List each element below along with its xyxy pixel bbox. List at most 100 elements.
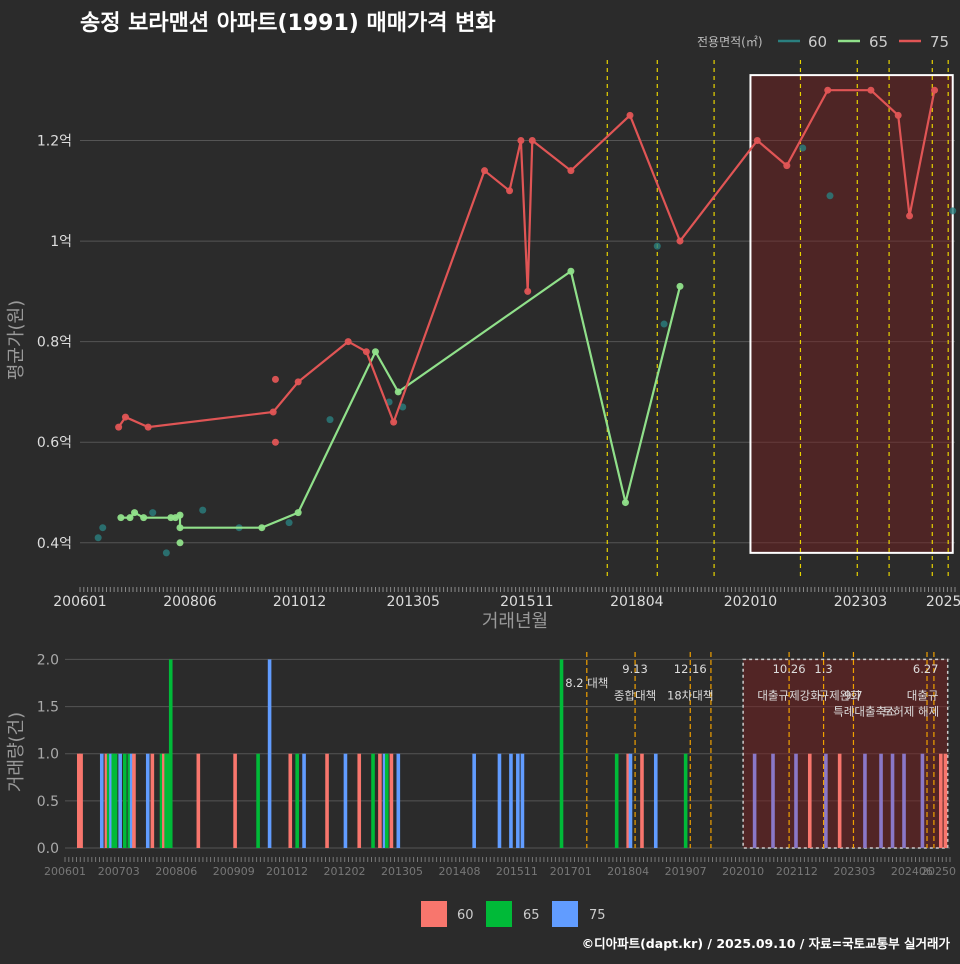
volume-bar-75 (653, 753, 658, 848)
volume-bar-65 (168, 659, 173, 848)
volume-bar-60 (196, 753, 201, 848)
volume-bar-75 (516, 753, 520, 848)
price-point-65 (176, 524, 184, 532)
price-point-65 (126, 514, 134, 522)
price-point-75 (362, 348, 370, 356)
price-highlight-box (749, 74, 954, 554)
price-y-tick-label: 0.4억 (37, 536, 72, 552)
volume-bar-65 (111, 753, 116, 848)
price-x-tick-label: 200806 (163, 594, 217, 610)
volume-bar-75 (118, 753, 122, 848)
volume-bar-65 (385, 753, 389, 848)
volume-y-tick-label: 1.5 (37, 700, 59, 716)
price-point-75 (517, 136, 525, 144)
volume-bar-60 (132, 753, 136, 848)
price-point-65 (394, 388, 402, 396)
volume-bar-75 (267, 659, 272, 848)
price-x-tick-label: 201305 (386, 594, 439, 610)
volume-bar-65 (164, 753, 168, 848)
price-x-tick-label: 202303 (834, 594, 887, 610)
volume-x-tick-label: 201012 (266, 865, 308, 878)
volume-bar-75 (794, 753, 798, 848)
volume-bar-60 (79, 753, 83, 848)
volume-bar-75 (396, 753, 401, 848)
volume-bar-60 (233, 753, 237, 848)
top-legend: 전용면적(㎡) 60 65 75 (697, 33, 949, 51)
volume-policy-annotation: 9.13 (622, 662, 648, 676)
price-point-75 (121, 413, 129, 421)
legend-title: 전용면적(㎡) (697, 35, 763, 49)
volume-bar-65 (106, 753, 111, 848)
price-point-65 (176, 511, 184, 519)
bottom-legend-swatch-60 (421, 901, 447, 927)
volume-bar-75 (628, 753, 633, 848)
price-point-65 (117, 514, 125, 522)
price-point-75 (894, 111, 902, 119)
price-point-65 (140, 514, 148, 522)
volume-policy-annotation: 9.7 (844, 688, 862, 702)
volume-policy-annotation: 특례대출축소 (833, 704, 896, 718)
price-point-75 (528, 136, 536, 144)
volume-bar-75 (497, 753, 502, 848)
price-point-75 (931, 86, 939, 94)
price-point-65 (567, 267, 575, 275)
volume-bar-60 (76, 753, 81, 848)
volume-bar-65 (122, 753, 127, 848)
volume-policy-annotation: 18차대책 (667, 688, 713, 702)
volume-x-tick-label: 200909 (213, 865, 255, 878)
volume-x-tick-label: 201907 (665, 865, 707, 878)
price-point-75 (506, 187, 514, 195)
volume-axes: 0.0 0.5 1.0 1.5 2.0 200601 200703 200806 200909 2… (37, 652, 956, 878)
price-y-tick-label: 1억 (50, 234, 72, 250)
price-point-60 (326, 416, 334, 424)
volume-x-tick-label: 202303 (833, 865, 875, 878)
bottom-legend: 60 65 75 (421, 901, 606, 927)
volume-policy-annotation: 6.27 (913, 662, 939, 676)
volume-x-tick-label: 201701 (550, 865, 592, 878)
price-y-tick-label: 0.8억 (37, 335, 72, 351)
volume-y-tick-label: 0.5 (37, 794, 59, 810)
volume-policy-annotation: 대출규 (907, 688, 939, 702)
volume-bar-75 (129, 753, 134, 848)
volume-x-tick-label: 200601 (44, 865, 86, 878)
volume-chart: 8.2 대책 9.13 종합대책 12.16 18차대책 10.26 대출규제강화 1.3 규제… (6, 652, 956, 878)
price-x-tick-label: 202010 (724, 594, 777, 610)
volume-bar-60 (389, 753, 394, 848)
volume-bar-60 (150, 753, 155, 848)
volume-policy-annotation: 종합대책 (614, 688, 656, 702)
price-point-75 (269, 408, 277, 416)
price-x-axis-label: 거래년월 (482, 611, 548, 632)
volume-annotations: 8.2 대책 9.13 종합대책 12.16 18차대책 10.26 대출규제강화 1.3 규제… (565, 662, 939, 718)
price-point-65 (131, 509, 139, 517)
volume-bar-60 (378, 753, 382, 848)
volume-x-tick-label: 201408 (438, 865, 480, 878)
volume-y-tick-label: 2.0 (37, 652, 59, 668)
price-x-tick-label: 200601 (53, 594, 106, 610)
price-point-60 (949, 207, 957, 215)
volume-highlight-box (742, 658, 949, 849)
volume-x-tick-label: 200806 (155, 865, 197, 878)
volume-policy-annotation: 8.2 대책 (565, 676, 608, 690)
volume-bar-75 (771, 753, 775, 848)
volume-bar-65 (256, 753, 260, 848)
volume-policy-annotation: 1.3 (814, 662, 832, 676)
price-y-tick-label: 0.6억 (37, 435, 72, 451)
volume-bar-75 (382, 753, 387, 848)
volume-bar-75 (509, 753, 513, 848)
volume-bar-75 (145, 753, 150, 848)
volume-y-axis-label: 거래량(건) (6, 712, 27, 792)
volume-x-tick-label: 201202 (324, 865, 366, 878)
volume-policy-annotation: 토허제 해제 (883, 704, 940, 718)
volume-bar-65 (113, 753, 118, 848)
volume-bar-65 (159, 753, 164, 848)
volume-bar-65 (683, 753, 688, 848)
price-point-75 (294, 378, 302, 386)
volume-bar-60 (104, 753, 109, 848)
price-point-60 (826, 192, 834, 200)
volume-bar-60 (162, 753, 166, 848)
volume-bar-75 (890, 753, 895, 848)
price-point-60 (660, 320, 668, 328)
price-y-axis-label: 평균가(원) (6, 300, 27, 380)
price-point-60 (199, 506, 207, 514)
